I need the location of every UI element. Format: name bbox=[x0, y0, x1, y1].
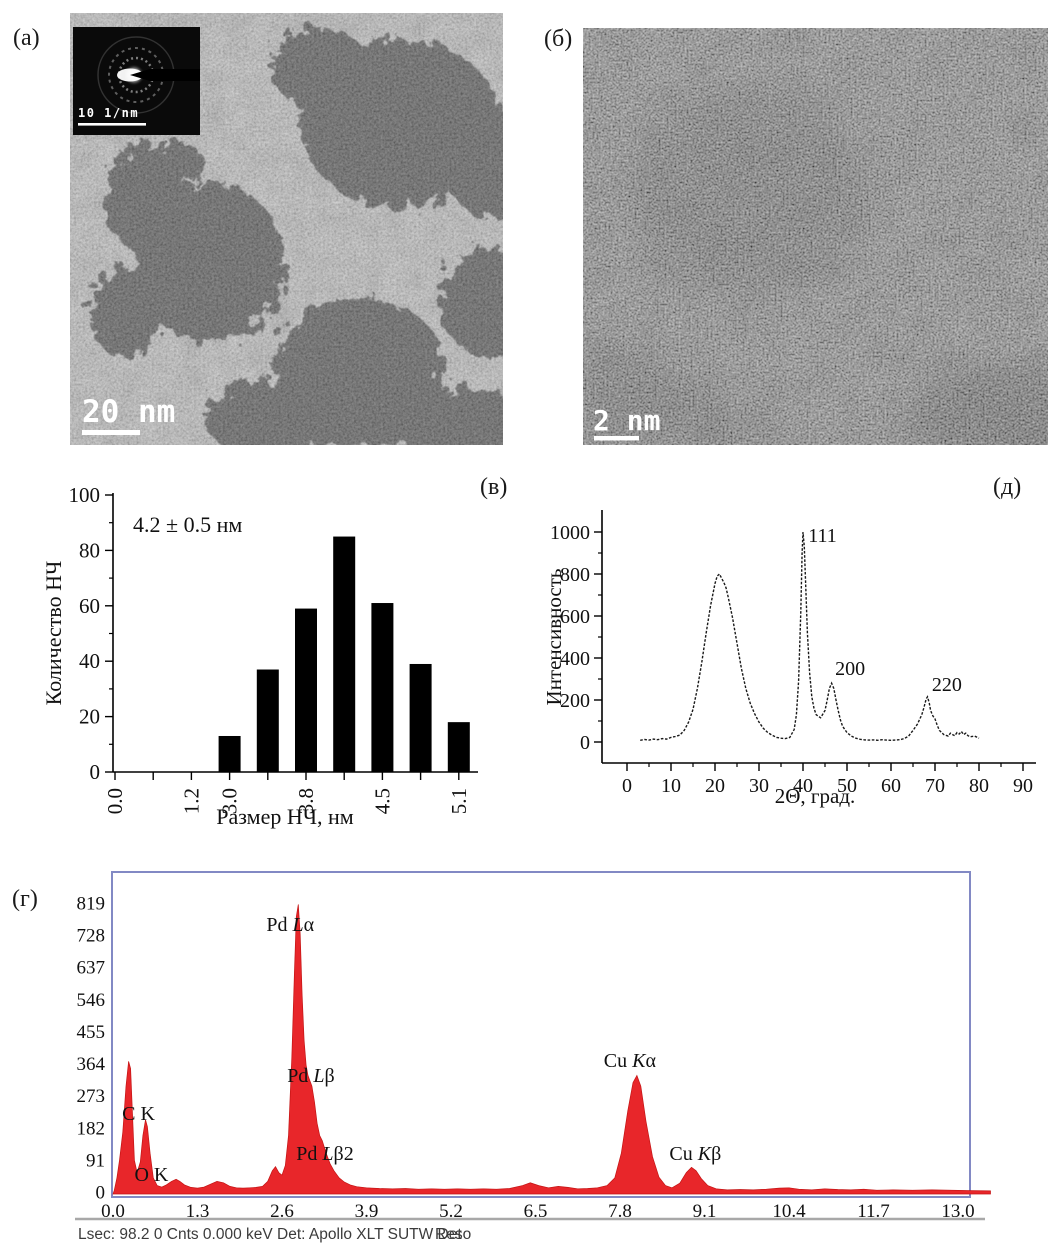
histogram-bar bbox=[256, 669, 279, 772]
svg-text:90: 90 bbox=[1013, 775, 1033, 797]
svg-text:50: 50 bbox=[837, 775, 857, 797]
svg-text:70: 70 bbox=[925, 775, 945, 797]
tem-b-scale-line bbox=[594, 436, 639, 441]
tem-a-scale-label: 20 nm bbox=[82, 394, 175, 430]
histogram-bar bbox=[295, 608, 317, 772]
svg-text:3.8: 3.8 bbox=[294, 788, 318, 814]
size-histogram-chart: 0 20 40 60 80 100 0.0 1.2 3.0 3.8 4.5 5.1 4.2 ± 0.5 … bbox=[41, 483, 478, 829]
histogram-bar bbox=[409, 663, 432, 772]
xrd-peak-label: 200 bbox=[835, 658, 865, 680]
edx-spectrum-area bbox=[112, 904, 991, 1195]
svg-text:1.3: 1.3 bbox=[186, 1201, 210, 1222]
svg-text:1.2: 1.2 bbox=[179, 788, 203, 814]
panel-v-label: (в) bbox=[480, 474, 508, 500]
svg-text:40: 40 bbox=[79, 649, 100, 673]
svg-text:5.2: 5.2 bbox=[439, 1201, 463, 1222]
svg-text:10.4: 10.4 bbox=[772, 1201, 806, 1222]
svg-text:0: 0 bbox=[96, 1183, 106, 1204]
svg-text:10: 10 bbox=[661, 775, 681, 797]
edx-peak-label: Cu Kβ bbox=[669, 1143, 721, 1165]
edx-peak-label: C K bbox=[122, 1103, 155, 1125]
svg-text:7.8: 7.8 bbox=[608, 1201, 632, 1222]
svg-text:600: 600 bbox=[560, 606, 590, 628]
svg-text:455: 455 bbox=[77, 1022, 106, 1043]
panel-a-label: (а) bbox=[13, 25, 40, 51]
svg-text:1000: 1000 bbox=[550, 522, 590, 544]
xrd-xlabel: 2Θ, град. bbox=[775, 784, 856, 808]
tem-image-b: 2 nm bbox=[583, 28, 1048, 445]
svg-text:637: 637 bbox=[77, 958, 106, 979]
svg-text:13.0: 13.0 bbox=[941, 1201, 974, 1222]
svg-text:91: 91 bbox=[86, 1150, 105, 1171]
panel-b-label: (б) bbox=[544, 26, 573, 52]
svg-text:20: 20 bbox=[705, 775, 725, 797]
histogram-annotation: 4.2 ± 0.5 нм bbox=[133, 512, 242, 537]
svg-text:2.6: 2.6 bbox=[270, 1201, 294, 1222]
tem-image-a: 10 1/nm 20 nm bbox=[70, 13, 503, 445]
tem-b-scale-label: 2 nm bbox=[593, 404, 660, 437]
svg-text:364: 364 bbox=[77, 1054, 106, 1075]
saed-inset: 10 1/nm bbox=[73, 27, 200, 135]
xrd-ylabel: Интенсивность bbox=[542, 569, 566, 706]
xrd-peak-label: 111 bbox=[808, 525, 837, 547]
svg-text:30: 30 bbox=[749, 775, 769, 797]
svg-text:100: 100 bbox=[69, 483, 101, 507]
svg-text:80: 80 bbox=[79, 538, 100, 562]
beam-stopper bbox=[130, 69, 200, 81]
histogram-bar bbox=[218, 735, 241, 772]
inset-scale-line bbox=[78, 123, 146, 126]
histogram-ylabel: Количество НЧ bbox=[41, 561, 66, 706]
svg-text:0.0: 0.0 bbox=[101, 1201, 125, 1222]
svg-text:20: 20 bbox=[79, 705, 100, 729]
panel-g-label: (г) bbox=[12, 886, 38, 912]
svg-text:4.5: 4.5 bbox=[370, 788, 394, 814]
edx-peak-label: Cu Kα bbox=[604, 1050, 657, 1072]
svg-text:40: 40 bbox=[793, 775, 813, 797]
edx-peak-label: Pd Lβ2 bbox=[296, 1143, 353, 1165]
edx-frame bbox=[111, 871, 971, 1198]
edx-peak-label: O K bbox=[134, 1164, 168, 1186]
svg-text:11.7: 11.7 bbox=[857, 1201, 890, 1222]
histogram-bar bbox=[447, 722, 470, 772]
svg-text:273: 273 bbox=[77, 1086, 106, 1107]
xrd-peak-label: 220 bbox=[932, 674, 962, 696]
svg-text:9.1: 9.1 bbox=[693, 1201, 717, 1222]
svg-text:3.9: 3.9 bbox=[355, 1201, 379, 1222]
svg-text:546: 546 bbox=[77, 990, 106, 1011]
svg-text:6.5: 6.5 bbox=[524, 1201, 548, 1222]
inset-scale-label: 10 1/nm bbox=[78, 106, 139, 120]
histogram-bar bbox=[371, 603, 394, 772]
svg-text:80: 80 bbox=[969, 775, 989, 797]
histogram-xlabel: Размер НЧ, нм bbox=[216, 804, 354, 829]
edx-status-text-reso: Reso bbox=[435, 1226, 471, 1243]
histogram-bar bbox=[333, 536, 356, 772]
edx-spectrum-chart: 819 728 637 546 455 364 273 182 91 00.0 1.3 2.6 3.9 5… bbox=[75, 871, 991, 1243]
svg-text:60: 60 bbox=[79, 594, 100, 618]
svg-text:819: 819 bbox=[77, 893, 106, 914]
svg-text:728: 728 bbox=[77, 926, 106, 947]
tem-a-scale-line bbox=[82, 430, 140, 435]
edx-peak-label: Pd Lα bbox=[266, 914, 314, 936]
svg-text:182: 182 bbox=[77, 1118, 106, 1139]
svg-text:3.0: 3.0 bbox=[218, 788, 242, 814]
svg-text:0: 0 bbox=[90, 760, 101, 784]
edx-status-text: Lsec: 98.2 0 Cnts 0.000 keV Det: Apollo … bbox=[78, 1226, 462, 1243]
svg-text:400: 400 bbox=[560, 648, 590, 670]
xrd-curve bbox=[640, 531, 980, 742]
xrd-chart: 0 10 20 30 40 50 60 70 80 90 0 200 400 600 800 1000 111 2… bbox=[542, 510, 1036, 808]
edx-peak-label: Pd Lβ bbox=[287, 1065, 334, 1087]
svg-text:0.0: 0.0 bbox=[103, 788, 127, 814]
svg-text:5.1: 5.1 bbox=[447, 788, 471, 814]
panel-d-label: (д) bbox=[993, 474, 1022, 500]
svg-text:0: 0 bbox=[580, 732, 590, 754]
svg-text:0: 0 bbox=[622, 775, 632, 797]
svg-text:800: 800 bbox=[560, 564, 590, 586]
svg-text:200: 200 bbox=[560, 690, 590, 712]
svg-text:60: 60 bbox=[881, 775, 901, 797]
